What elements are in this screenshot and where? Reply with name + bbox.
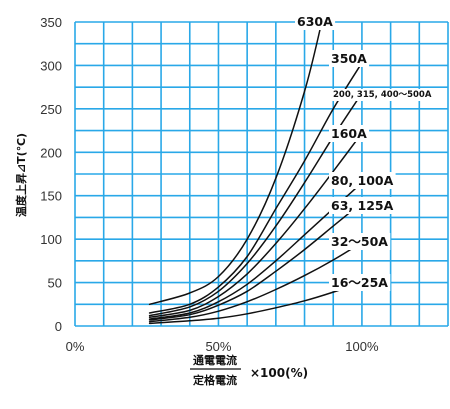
series-line [148,281,363,325]
y-tick-label: 250 [40,102,62,117]
series-label-backdrop [329,197,396,214]
series-label-backdrop [329,274,391,291]
series-label: 80, 100A [331,173,394,188]
series-labels: 630A 350A 200, 315, 400～500A 160A 80, 100A 63… [295,13,434,291]
y-axis-label: 温度上昇⊿T(℃) [14,133,28,217]
series-label-backdrop [329,172,396,189]
series-line [148,21,323,306]
y-tick-label: 50 [48,276,62,291]
series-label: 200, 315, 400～500A [333,90,432,100]
chart-grid [74,21,449,327]
series-label: 630A [297,14,333,29]
y-tick-label: 350 [40,15,62,30]
x-axis-label-multiplier: ×100(%) [250,366,308,380]
x-tick-label: 50% [205,339,231,354]
series-label-backdrop [329,125,370,142]
series-label: 16～25A [331,275,388,290]
x-axis-label-denominator: 定格電流 [193,373,237,387]
x-tick-label: 100% [345,339,379,354]
series-label-backdrop [331,89,434,101]
y-tick-label: 300 [40,58,62,73]
series-line [148,241,363,323]
series-line [148,201,363,321]
y-tick-label: 100 [40,232,62,247]
series-lines [148,21,363,325]
x-axis-label-numerator: 通電電流 [193,353,237,367]
series-label: 32～50A [331,234,388,249]
series-line [148,62,363,314]
x-tick-label: 0% [66,339,85,354]
series-label: 63, 125A [331,198,394,213]
series-label-backdrop [329,233,391,250]
series-label: 350A [331,51,367,66]
y-tick-label: 200 [40,145,62,160]
series-label-backdrop [329,50,370,67]
series-label-backdrop [295,13,336,30]
series-label: 160A [331,126,367,141]
y-tick-label: 150 [40,189,62,204]
y-tick-label: 0 [55,319,62,334]
axis-ticks: 0 50 100 150 200 250 300 350 0% 50% 100% [40,15,379,354]
